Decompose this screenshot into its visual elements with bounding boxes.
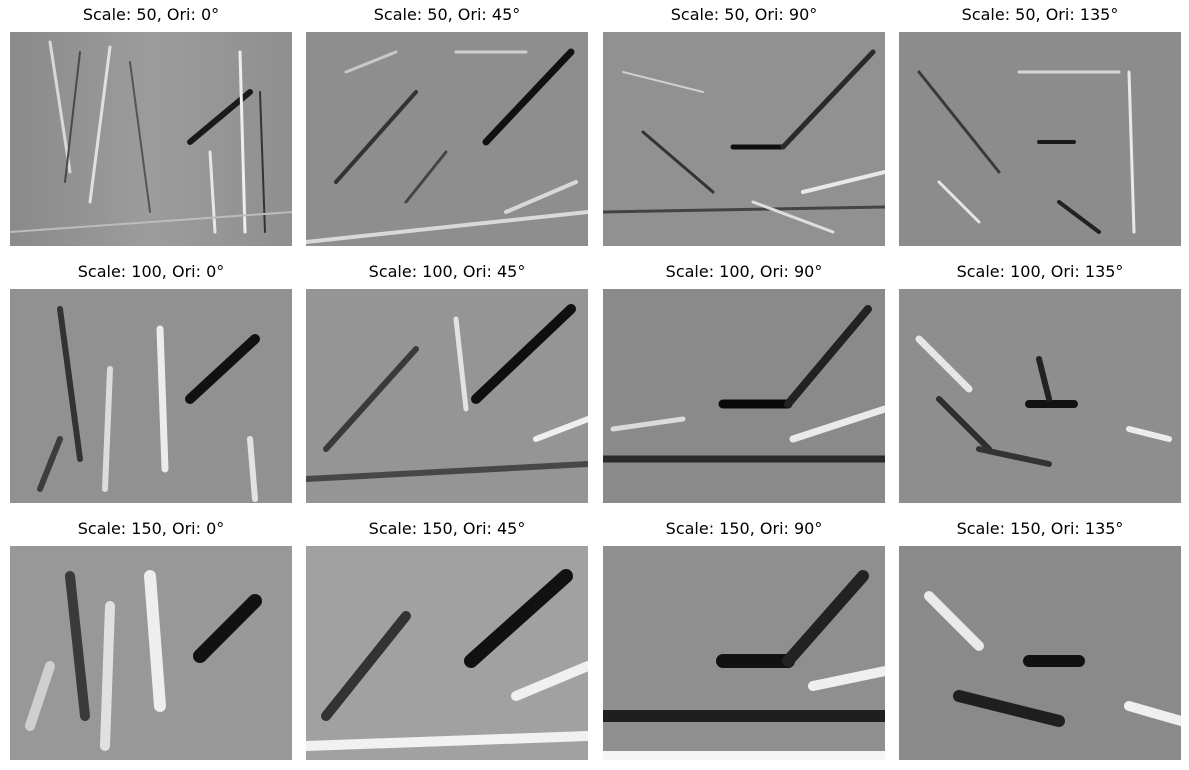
filtered-image (10, 32, 292, 246)
filter-panel-s150-o135: Scale: 150, Ori: 135° (899, 514, 1181, 760)
filtered-image (10, 546, 292, 760)
panel-title: Scale: 150, Ori: 135° (956, 519, 1124, 538)
filtered-image (603, 289, 885, 503)
panel-title: Scale: 100, Ori: 0° (77, 262, 225, 281)
panel-title: Scale: 50, Ori: 0° (82, 5, 220, 24)
filter-panel-s100-o135: Scale: 100, Ori: 135° (899, 257, 1181, 503)
panel-title: Scale: 50, Ori: 135° (961, 5, 1119, 24)
filter-panel-s50-o90: Scale: 50, Ori: 90° (603, 0, 885, 246)
filtered-image (603, 546, 885, 760)
filter-panel-s50-o0: Scale: 50, Ori: 0° (10, 0, 292, 246)
panel-title: Scale: 100, Ori: 90° (665, 262, 823, 281)
filter-panel-s150-o90: Scale: 150, Ori: 90° (603, 514, 885, 760)
filter-panel-s100-o0: Scale: 100, Ori: 0° (10, 257, 292, 503)
filtered-image (899, 289, 1181, 503)
panel-title: Scale: 100, Ori: 135° (956, 262, 1124, 281)
filtered-image (899, 32, 1181, 246)
filter-panel-s100-o45: Scale: 100, Ori: 45° (306, 257, 588, 503)
filter-panel-s150-o0: Scale: 150, Ori: 0° (10, 514, 292, 760)
filtered-image (10, 289, 292, 503)
filter-panel-s150-o45: Scale: 150, Ori: 45° (306, 514, 588, 760)
filtered-image (306, 546, 588, 760)
filtered-image (306, 32, 588, 246)
filter-panel-s50-o135: Scale: 50, Ori: 135° (899, 0, 1181, 246)
filtered-image (899, 546, 1181, 760)
panel-title: Scale: 50, Ori: 45° (373, 5, 521, 24)
filter-panel-s50-o45: Scale: 50, Ori: 45° (306, 0, 588, 246)
filter-panel-s100-o90: Scale: 100, Ori: 90° (603, 257, 885, 503)
panel-title: Scale: 150, Ori: 90° (665, 519, 823, 538)
filtered-image (603, 32, 885, 246)
panel-title: Scale: 100, Ori: 45° (368, 262, 526, 281)
panel-title: Scale: 50, Ori: 90° (670, 5, 818, 24)
panel-title: Scale: 150, Ori: 45° (368, 519, 526, 538)
panel-title: Scale: 150, Ori: 0° (77, 519, 225, 538)
filtered-image (306, 289, 588, 503)
